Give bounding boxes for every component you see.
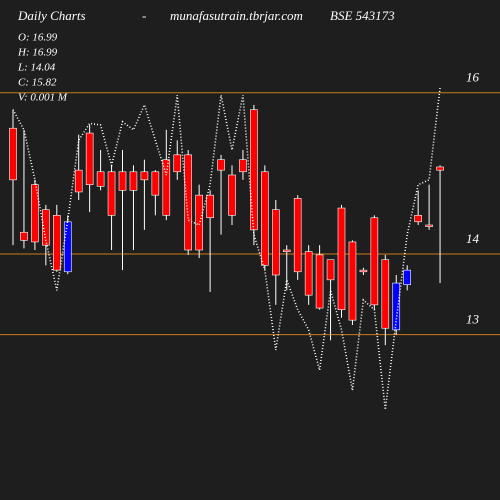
candle-body xyxy=(403,269,412,285)
info-line: V: 0.001 M xyxy=(18,92,68,104)
candle-body xyxy=(228,174,236,216)
candle-body xyxy=(20,231,28,241)
candle-body xyxy=(304,251,313,296)
info-line: L: 14.04 xyxy=(17,62,56,74)
candle-body xyxy=(239,159,247,173)
candle-body xyxy=(392,282,401,331)
candle-body xyxy=(42,209,50,246)
candle-body xyxy=(63,221,72,273)
candle-body xyxy=(173,154,182,173)
y-tick-label: 14 xyxy=(466,231,480,246)
separator: - xyxy=(142,8,146,23)
candle-body xyxy=(206,194,214,219)
info-line: O: 16.99 xyxy=(18,32,58,44)
candle-body xyxy=(74,169,83,193)
dotted-line xyxy=(12,87,441,410)
candle-body xyxy=(261,171,269,266)
symbol: BSE 543173 xyxy=(330,8,395,23)
candle-body xyxy=(85,132,94,185)
candle-body xyxy=(129,171,138,191)
candle-body xyxy=(52,215,61,271)
candle-body xyxy=(151,171,160,196)
candle-body xyxy=(282,249,291,252)
candle-body xyxy=(195,194,203,251)
candle-body xyxy=(9,127,17,181)
candle-body xyxy=(315,254,324,309)
candle-body xyxy=(370,217,379,306)
chart-title: Daily Charts xyxy=(17,8,86,23)
candle-body xyxy=(96,171,105,187)
candle-body xyxy=(217,159,225,171)
candle-body xyxy=(326,259,335,281)
candle-body xyxy=(162,159,171,216)
candle-body xyxy=(118,171,127,191)
y-tick-label: 13 xyxy=(466,312,480,327)
candle-body xyxy=(381,259,390,329)
info-line: H: 16.99 xyxy=(17,47,58,59)
candle-body xyxy=(271,209,280,276)
candle-body xyxy=(107,171,116,216)
candle-body xyxy=(425,224,433,227)
candle-body xyxy=(436,166,444,171)
info-line: C: 15.82 xyxy=(18,77,57,89)
site: munafasutrain.tbrjar.com xyxy=(170,8,303,23)
candle-body xyxy=(31,184,39,243)
candle-body xyxy=(293,198,302,273)
candle-body xyxy=(140,171,149,181)
candle-body xyxy=(414,215,422,223)
candle-body xyxy=(184,154,192,251)
candle-body xyxy=(359,269,368,273)
candle-body xyxy=(337,207,346,310)
candle-body xyxy=(348,241,357,321)
y-tick-label: 16 xyxy=(466,70,480,85)
